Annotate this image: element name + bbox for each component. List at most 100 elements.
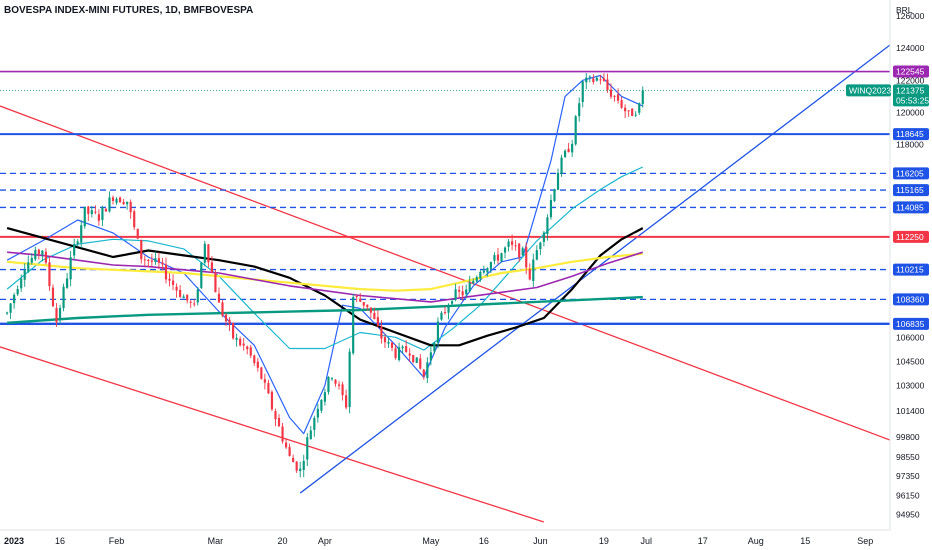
candle[interactable]: [193, 299, 196, 307]
candle[interactable]: [228, 316, 231, 332]
candle[interactable]: [578, 97, 581, 122]
candle[interactable]: [616, 88, 620, 104]
ma-20-line[interactable]: [6, 166, 644, 351]
candle[interactable]: [189, 300, 192, 309]
candle[interactable]: [337, 381, 341, 390]
trendline-upper-resistance[interactable]: [0, 105, 890, 441]
candle[interactable]: [546, 214, 549, 241]
candle[interactable]: [376, 310, 379, 328]
candle[interactable]: [397, 342, 401, 362]
candle[interactable]: [408, 348, 411, 362]
candle[interactable]: [292, 454, 295, 463]
candle[interactable]: [263, 373, 266, 390]
candle[interactable]: [556, 168, 560, 190]
candle[interactable]: [210, 255, 213, 274]
candle[interactable]: [581, 80, 584, 108]
candle[interactable]: [620, 96, 623, 109]
candle[interactable]: [20, 274, 23, 292]
candle[interactable]: [521, 246, 524, 256]
candle[interactable]: [440, 311, 443, 321]
candle[interactable]: [380, 320, 383, 344]
level-badge-106835[interactable]: 106835: [893, 317, 929, 330]
symbol-badge[interactable]: WINQ2023: [846, 84, 891, 97]
candle[interactable]: [299, 461, 302, 478]
currency-label[interactable]: BRL: [896, 5, 913, 15]
price-axis[interactable]: 126000 124000 122000 120000 118000 106000 1045…: [896, 11, 925, 520]
candle[interactable]: [553, 188, 556, 203]
candle[interactable]: [101, 205, 104, 227]
candle[interactable]: [157, 252, 161, 270]
candle[interactable]: [37, 248, 40, 260]
candle[interactable]: [274, 408, 277, 427]
candle[interactable]: [613, 95, 616, 102]
candle[interactable]: [458, 285, 461, 298]
candle[interactable]: [631, 107, 634, 117]
candle[interactable]: [179, 285, 182, 299]
candle[interactable]: [16, 285, 19, 296]
candle[interactable]: [496, 247, 500, 265]
candle[interactable]: [627, 110, 630, 117]
candle[interactable]: [316, 403, 319, 423]
candle[interactable]: [108, 191, 111, 213]
candle[interactable]: [140, 239, 143, 264]
candle[interactable]: [126, 201, 129, 210]
candle[interactable]: [429, 345, 432, 366]
candle[interactable]: [224, 313, 228, 326]
candle[interactable]: [366, 304, 369, 311]
candle[interactable]: [602, 73, 606, 82]
candle[interactable]: [147, 258, 150, 268]
candle[interactable]: [302, 454, 305, 478]
candle[interactable]: [171, 274, 175, 291]
candle[interactable]: [256, 357, 259, 372]
candle[interactable]: [129, 199, 132, 219]
candle[interactable]: [447, 303, 450, 320]
candle[interactable]: [362, 302, 365, 309]
candle[interactable]: [9, 302, 12, 320]
candle[interactable]: [571, 139, 574, 158]
candle[interactable]: [638, 102, 641, 116]
candle[interactable]: [111, 195, 115, 205]
candle[interactable]: [277, 414, 281, 427]
candle[interactable]: [323, 388, 327, 406]
candle[interactable]: [186, 294, 189, 304]
candle[interactable]: [624, 104, 627, 119]
candle[interactable]: [341, 381, 344, 401]
candle[interactable]: [383, 334, 387, 348]
candle[interactable]: [217, 287, 221, 303]
level-badge-116205[interactable]: 116205: [893, 167, 929, 180]
candle[interactable]: [87, 205, 90, 222]
candle[interactable]: [221, 299, 224, 318]
candle[interactable]: [232, 322, 235, 340]
candle[interactable]: [309, 425, 312, 440]
candle[interactable]: [249, 344, 252, 359]
candle[interactable]: [203, 240, 206, 267]
candle[interactable]: [426, 357, 429, 384]
candle[interactable]: [122, 199, 125, 205]
candle[interactable]: [634, 111, 637, 117]
candle[interactable]: [76, 239, 79, 247]
candle[interactable]: [196, 287, 199, 306]
candle[interactable]: [525, 242, 528, 275]
candle[interactable]: [518, 242, 521, 262]
candle[interactable]: [200, 262, 203, 290]
candle[interactable]: [514, 240, 517, 251]
candle[interactable]: [606, 73, 609, 93]
candle[interactable]: [270, 390, 274, 412]
candle[interactable]: [574, 115, 577, 146]
candle[interactable]: [313, 415, 316, 437]
candle[interactable]: [433, 341, 436, 354]
candle[interactable]: [563, 149, 567, 159]
candle[interactable]: [419, 354, 422, 370]
candle[interactable]: [549, 194, 553, 220]
candle[interactable]: [475, 275, 478, 283]
candle[interactable]: [539, 241, 542, 256]
candle[interactable]: [472, 278, 475, 285]
trendline-lower-channel[interactable]: [0, 346, 545, 523]
candle[interactable]: [23, 263, 26, 287]
candle[interactable]: [133, 209, 136, 230]
candle[interactable]: [415, 357, 418, 364]
candle[interactable]: [532, 253, 535, 287]
candle[interactable]: [468, 275, 471, 293]
candle[interactable]: [207, 243, 210, 268]
